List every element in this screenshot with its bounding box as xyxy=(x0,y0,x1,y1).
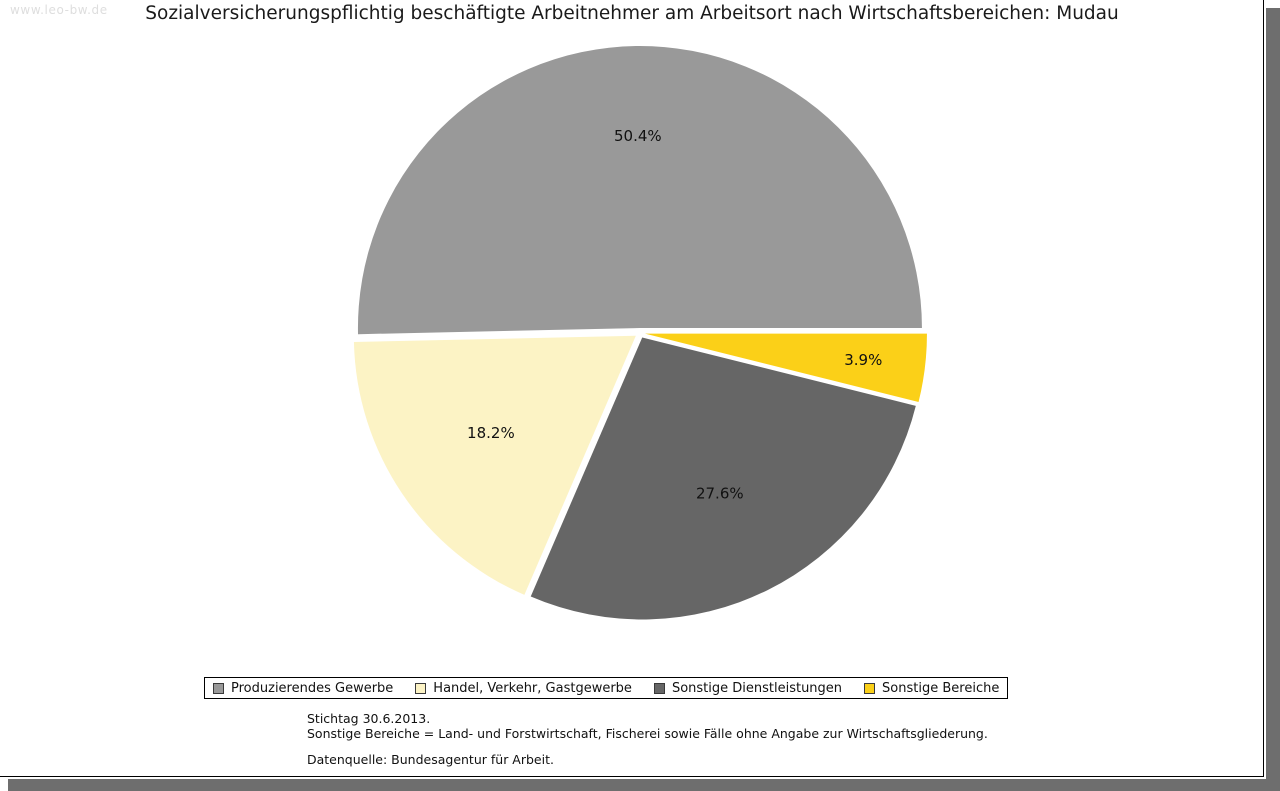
legend-swatch-icon xyxy=(415,682,427,694)
pie-slice[interactable] xyxy=(530,337,916,620)
pie-slice-label: 18.2% xyxy=(467,424,515,442)
pie-slice-label: 27.6% xyxy=(696,485,744,503)
pie-slice[interactable] xyxy=(353,335,636,595)
legend-swatch-icon xyxy=(213,682,224,694)
legend-item-label: Handel, Verkehr, Gastgewerbe xyxy=(433,680,632,696)
footnote-source: Datenquelle: Bundesagentur für Arbeit. xyxy=(307,752,554,767)
pie-slice-group xyxy=(353,45,927,620)
legend-item-label: Sonstige Bereiche xyxy=(882,680,1000,696)
legend-item[interactable]: Sonstige Bereiche xyxy=(864,681,999,696)
window-shadow-bottom xyxy=(8,779,1280,791)
pie-slice-label: 50.4% xyxy=(614,127,662,145)
legend-swatch-icon xyxy=(864,682,876,694)
legend-item[interactable]: Sonstige Dienstleistungen xyxy=(653,680,843,696)
footnote-line-1: Stichtag 30.6.2013. xyxy=(307,711,431,726)
legend-item-label: Produzierendes Gewerbe xyxy=(231,680,394,696)
pie-slice[interactable] xyxy=(644,333,927,402)
legend-item[interactable]: Produzierendes Gewerbe xyxy=(213,681,393,696)
legend-item-label: Sonstige Dienstleistungen xyxy=(671,680,843,696)
footnote-block: Stichtag 30.6.2013. Sonstige Bereiche = … xyxy=(307,711,988,768)
pie-slice-label: 3.9% xyxy=(844,351,882,369)
chart-legend: Produzierendes Gewerbe Handel, Verkehr, G… xyxy=(204,677,1009,699)
pie-label-group: 50.4% 18.2% 27.6% 3.9% xyxy=(467,127,882,503)
legend-item[interactable]: Handel, Verkehr, Gastgewerbe xyxy=(415,681,632,696)
window-shadow-right xyxy=(1266,8,1280,791)
legend-swatch-icon xyxy=(653,682,665,694)
page-title: Sozialversicherungspflichtig beschäftigt… xyxy=(145,3,1119,24)
footnote-line-2: Sonstige Bereiche = Land- und Forstwirts… xyxy=(307,725,988,741)
chart-canvas: www.leo-bw.de Sozialversicherungspflicht… xyxy=(0,0,1264,777)
watermark-label: www.leo-bw.de xyxy=(10,3,108,17)
pie-chart-svg: 50.4% 18.2% 27.6% 3.9% xyxy=(353,45,927,620)
pie-slice[interactable] xyxy=(357,45,922,335)
pie-chart: 50.4% 18.2% 27.6% 3.9% xyxy=(340,36,940,636)
